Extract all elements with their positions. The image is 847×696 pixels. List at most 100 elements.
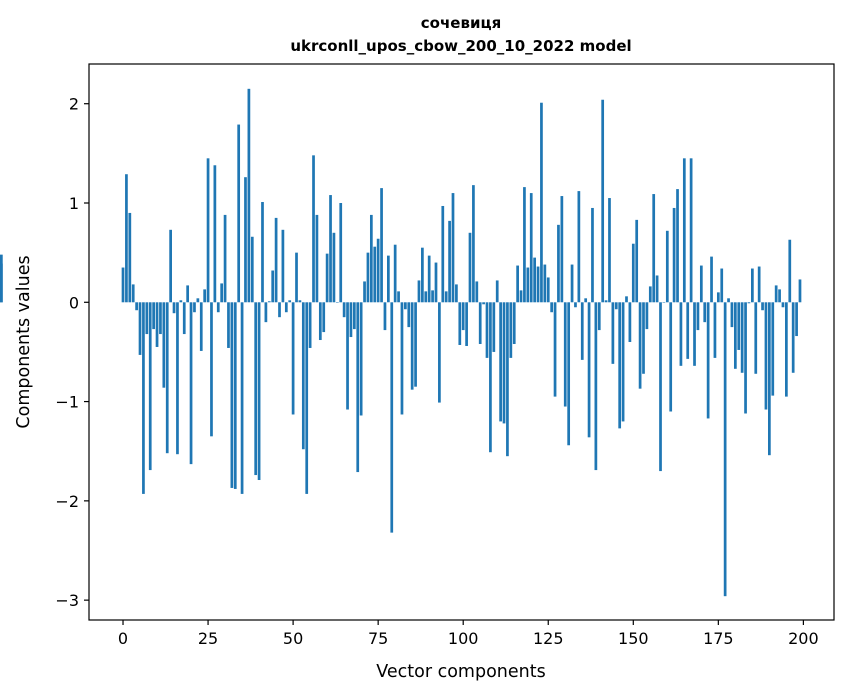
bar-component-92 [434, 262, 438, 303]
bar-component-122 [536, 266, 540, 303]
bar-component-12 [162, 302, 166, 388]
bar-component-22 [196, 298, 200, 303]
bar-component-23 [199, 302, 203, 351]
bar-component-1 [125, 174, 128, 303]
bar-component-100 [461, 302, 465, 331]
bar-component-170 [699, 265, 703, 303]
bar-component-143 [608, 198, 611, 303]
bar-component-98 [455, 284, 458, 303]
bar-component-169 [696, 302, 700, 331]
bar-component-75 [376, 238, 380, 303]
bar-component-53 [301, 302, 305, 450]
bar-component-31 [227, 302, 230, 348]
bar-component-152 [638, 302, 642, 389]
bar-component-13 [165, 302, 169, 454]
bar-component-121 [533, 257, 536, 303]
bars-group [0, 88, 802, 597]
bar-component-171 [703, 302, 707, 323]
bar-component-183 [744, 302, 747, 414]
bar-component-20 [189, 302, 193, 465]
bar-component-104 [475, 281, 479, 303]
bar-component-182 [740, 302, 744, 373]
bar-component-58 [318, 302, 322, 341]
bar-component-164 [679, 302, 683, 366]
bar-component-107 [485, 302, 489, 358]
bar-component-120 [529, 193, 533, 303]
bar-component-166 [686, 302, 690, 359]
bar-component-109 [492, 302, 496, 352]
bar-component-29 [220, 283, 224, 303]
bar-component-82 [400, 302, 404, 415]
y-tick-label: 0 [69, 293, 79, 312]
bar-component-37 [247, 88, 251, 303]
bar-component-132 [570, 264, 574, 303]
bar-component-43 [267, 301, 271, 303]
bar-component-16 [176, 302, 179, 455]
bar-component-118 [523, 187, 526, 303]
bar-component-91 [431, 290, 434, 303]
bar-component-115 [512, 302, 516, 344]
x-tick-label: 0 [118, 629, 128, 648]
bar-component-97 [451, 193, 455, 303]
bar-component-112 [502, 302, 506, 424]
bar-component-110 [495, 280, 499, 303]
bar-component-124 [543, 264, 547, 303]
bar-component-35 [240, 302, 244, 494]
chart-title-line-1: сочевиця [421, 14, 501, 32]
bar-component-70 [359, 302, 363, 416]
bar-component-62 [332, 232, 336, 303]
bar-component-189 [764, 302, 768, 410]
bar-component-78 [387, 255, 390, 303]
bar-component-95 [444, 291, 448, 303]
bar-component-131 [567, 302, 571, 446]
bar-component-30 [223, 214, 227, 303]
bar-component-48 [284, 302, 288, 313]
bar-component-140 [597, 302, 601, 331]
x-tick-label: 25 [198, 629, 218, 648]
bar-component-96 [448, 220, 451, 303]
bar-component-79 [390, 302, 394, 533]
bar-component-47 [281, 229, 285, 303]
plot-area-frame [88, 63, 835, 621]
bar-component-102 [468, 232, 472, 303]
bar-component-111 [499, 302, 502, 422]
bar-component-165 [682, 158, 686, 303]
bar-component-80 [393, 244, 397, 303]
bar-component-188 [761, 302, 764, 311]
bar-component-156 [652, 194, 656, 303]
bar-component-144 [611, 302, 615, 364]
bar-component-28 [216, 302, 220, 313]
bar-component-71 [363, 281, 366, 303]
bar-component-85 [410, 302, 414, 390]
bar-component-56 [312, 155, 315, 303]
y-tick-label: −2 [55, 492, 79, 511]
bar-component-103 [472, 185, 475, 303]
bar-component-49 [288, 300, 292, 303]
bar-component-52 [298, 300, 302, 303]
bar-component-61 [329, 195, 332, 303]
bar-component-133 [574, 302, 577, 308]
bar-component-173 [710, 256, 713, 303]
x-tick-label: 125 [533, 629, 564, 648]
bar-component-125 [546, 277, 550, 303]
bar-component-89 [424, 291, 428, 303]
bar-component-167 [689, 158, 693, 303]
bar-component-8 [148, 302, 152, 471]
bar-component-187 [757, 266, 761, 303]
bar-component-undefined [0, 254, 3, 303]
bar-component-147 [621, 302, 625, 422]
bar-component-142 [604, 300, 608, 303]
bar-component-69 [356, 302, 360, 473]
bar-component-198 [795, 302, 798, 337]
bar-component-185 [751, 268, 754, 303]
bar-component-149 [628, 302, 632, 342]
bar-component-4 [135, 302, 138, 311]
bar-component-74 [373, 246, 377, 303]
x-tick-label: 175 [703, 629, 734, 648]
bar-component-73 [369, 214, 373, 303]
bar-component-175 [716, 292, 720, 303]
bar-component-42 [264, 302, 268, 323]
bar-component-157 [655, 275, 659, 303]
bar-component-66 [346, 302, 349, 410]
